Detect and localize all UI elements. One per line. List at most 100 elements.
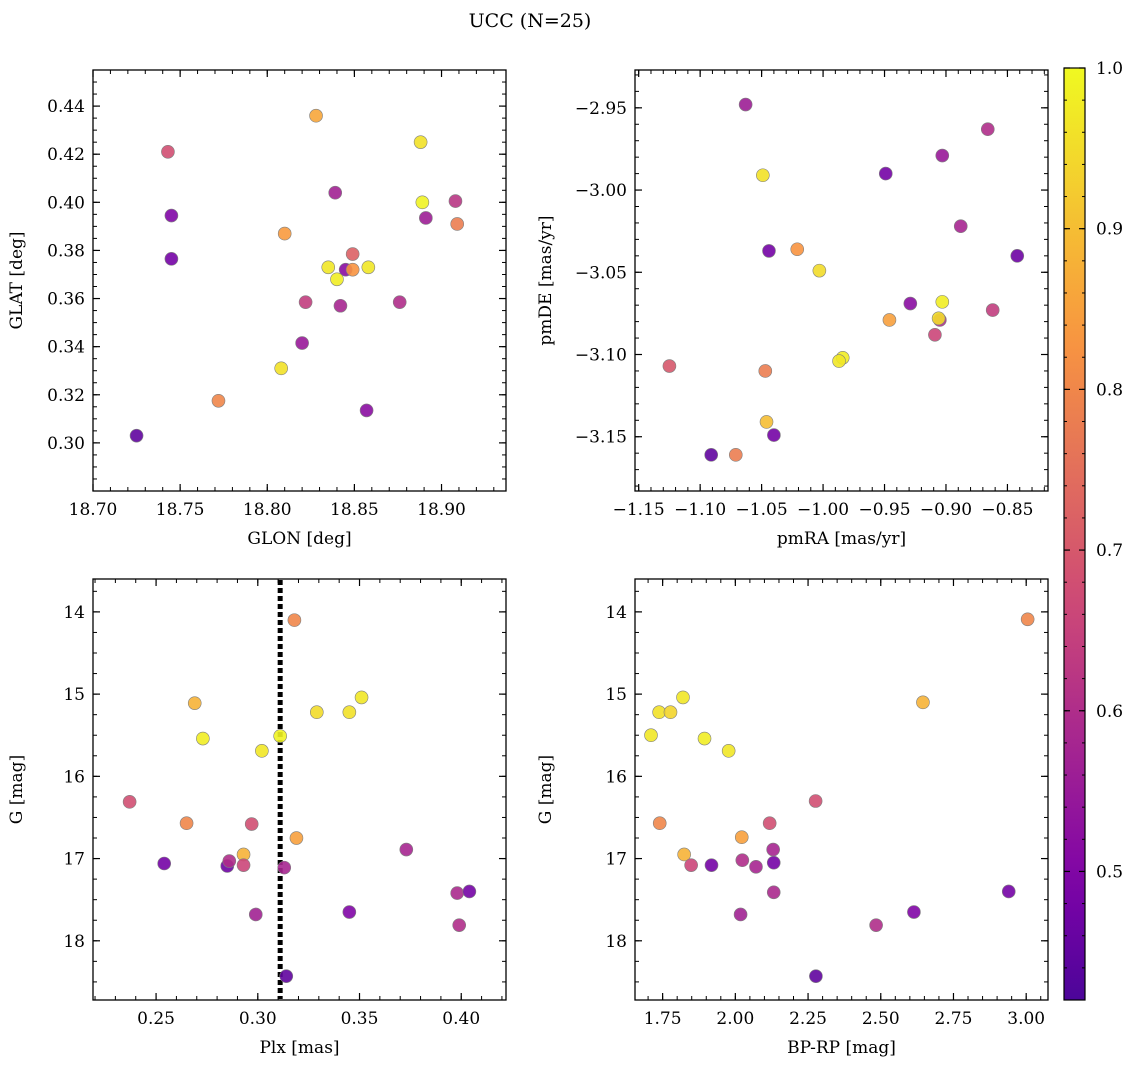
data-point — [980, 122, 995, 137]
data-point — [756, 168, 770, 183]
data-point — [808, 794, 823, 808]
data-point — [728, 448, 743, 462]
y-axis-label: G [mag] — [7, 755, 27, 824]
data-point — [222, 854, 237, 868]
x-tick-label: 18.75 — [156, 500, 205, 520]
y-tick-label: 16 — [63, 767, 85, 787]
data-point — [916, 695, 930, 710]
y-tick-label: 0.30 — [47, 434, 85, 454]
data-point — [333, 298, 348, 313]
y-tick-label: 0.44 — [47, 97, 85, 117]
data-point — [164, 252, 179, 266]
data-point — [462, 884, 477, 899]
x-tick-label: 0.30 — [239, 1009, 277, 1029]
data-point — [448, 194, 463, 208]
x-tick-label: 0.40 — [442, 1009, 480, 1029]
data-point — [415, 195, 430, 210]
data-point — [953, 219, 968, 234]
y-tick-label: 0.34 — [47, 338, 85, 358]
data-point — [392, 295, 407, 309]
data-point — [878, 166, 893, 181]
data-point — [298, 295, 313, 309]
colorbar-gradient — [1063, 67, 1086, 1001]
data-point — [164, 208, 179, 223]
data-point — [907, 905, 921, 919]
x-tick-label: −0.95 — [858, 500, 910, 520]
x-tick-label: 1.75 — [644, 1009, 682, 1029]
data-point — [309, 108, 323, 123]
data-point — [812, 263, 827, 278]
data-point — [399, 842, 414, 857]
data-point — [179, 816, 194, 831]
data-point — [759, 415, 774, 429]
colorbar-tick-label: 1.0 — [1096, 59, 1123, 79]
data-point — [734, 830, 749, 844]
data-point — [450, 217, 465, 231]
y-tick-label: 15 — [605, 685, 627, 705]
data-point — [721, 744, 736, 758]
data-point — [295, 336, 309, 350]
y-tick-label: −2.95 — [575, 99, 627, 119]
axes-frame — [92, 578, 507, 1001]
y-tick-label: 14 — [63, 603, 85, 623]
panel-top-left: 18.70 18.75 18.80 18.85 18.90 0.30 0.32 0.34 0.3… — [7, 69, 507, 549]
y-tick-label: 0.40 — [47, 193, 85, 213]
y-tick-label: 18 — [63, 932, 85, 952]
data-point — [663, 705, 678, 720]
colorbar: 0.5 0.6 0.7 0.8 0.9 1.0 — [1063, 59, 1123, 1001]
colorbar-tick-label: 0.7 — [1096, 541, 1123, 561]
x-tick-label: 18.85 — [330, 500, 379, 520]
y-tick-label: −3.10 — [575, 346, 627, 366]
data-point — [928, 327, 942, 342]
data-point — [735, 853, 750, 868]
data-point — [790, 242, 805, 257]
x-tick-label: −1.05 — [736, 500, 788, 520]
data-point — [869, 918, 883, 932]
y-tick-label: 18 — [605, 932, 627, 952]
x-tick-label: 18.70 — [69, 500, 118, 520]
y-tick-label: 0.38 — [47, 241, 85, 261]
data-point — [662, 359, 677, 373]
panel-top-right: −1.15 −1.10 −1.05 −1.00 −0.95 −0.90 −0.85 −2.95… — [536, 69, 1049, 549]
x-tick-label: 0.25 — [137, 1009, 175, 1029]
data-point — [935, 148, 950, 163]
y-tick-label: 14 — [605, 603, 627, 623]
data-point — [361, 260, 376, 275]
data-point — [935, 295, 950, 309]
figure-title: UCC (N=25) — [469, 10, 592, 32]
data-point — [676, 690, 690, 705]
data-point — [1020, 612, 1035, 627]
y-tick-label: −3.00 — [575, 181, 627, 201]
y-tick-label: 16 — [605, 767, 627, 787]
data-point — [211, 393, 226, 408]
x-axis-label: GLON [deg] — [247, 529, 351, 549]
data-point — [704, 448, 719, 462]
colorbar-tick-label: 0.6 — [1096, 702, 1123, 722]
data-point — [766, 855, 781, 870]
data-point — [129, 428, 144, 443]
data-point — [882, 313, 897, 327]
y-tick-label: 17 — [63, 850, 85, 870]
data-point — [321, 260, 336, 275]
data-point — [766, 885, 781, 900]
x-tick-label: −1.15 — [613, 500, 665, 520]
x-axis-label: Plx [mas] — [259, 1038, 339, 1058]
y-tick-label: 15 — [63, 685, 85, 705]
data-point — [903, 296, 918, 311]
data-point — [279, 969, 294, 983]
data-point — [328, 185, 343, 200]
data-point — [450, 886, 464, 900]
data-point — [697, 731, 712, 746]
data-point — [309, 705, 324, 720]
data-point — [330, 272, 344, 287]
y-tick-label: 17 — [605, 850, 627, 870]
data-point — [413, 135, 428, 149]
colorbar-tick-label: 0.8 — [1096, 380, 1123, 400]
data-point — [244, 817, 259, 831]
data-point — [1001, 884, 1016, 899]
data-point — [359, 403, 374, 418]
data-point — [762, 244, 776, 258]
data-point — [289, 831, 304, 845]
x-tick-label: 2.75 — [935, 1009, 973, 1029]
